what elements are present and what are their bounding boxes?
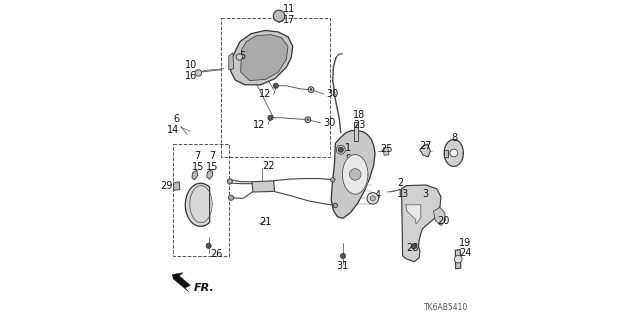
Polygon shape (420, 144, 430, 157)
Polygon shape (241, 35, 288, 81)
Polygon shape (173, 182, 180, 190)
Text: 25: 25 (380, 144, 393, 154)
Circle shape (454, 255, 462, 263)
Text: 5: 5 (239, 51, 246, 61)
Text: 8: 8 (451, 132, 458, 143)
Circle shape (206, 243, 211, 248)
Bar (173, 144, 229, 256)
Circle shape (307, 118, 309, 121)
Circle shape (349, 169, 361, 180)
Text: 29: 29 (160, 180, 172, 191)
Polygon shape (406, 205, 421, 224)
Polygon shape (342, 155, 368, 194)
Circle shape (333, 203, 338, 208)
Polygon shape (402, 185, 441, 262)
Text: 3: 3 (422, 188, 429, 199)
Text: 30: 30 (326, 89, 339, 100)
Circle shape (273, 10, 285, 22)
Text: 10
16: 10 16 (184, 60, 197, 81)
Text: 27: 27 (419, 140, 432, 151)
Text: 22: 22 (262, 161, 275, 172)
Polygon shape (229, 53, 234, 70)
Text: 26: 26 (210, 249, 222, 260)
Circle shape (227, 179, 232, 184)
Polygon shape (192, 170, 198, 180)
Polygon shape (230, 30, 292, 85)
Text: 7
15: 7 15 (191, 151, 204, 172)
Text: 28: 28 (406, 243, 419, 253)
Circle shape (338, 147, 343, 152)
Polygon shape (456, 250, 461, 269)
Circle shape (450, 149, 458, 157)
Polygon shape (332, 131, 375, 218)
Text: 21: 21 (259, 217, 271, 228)
Circle shape (340, 253, 346, 259)
Polygon shape (172, 273, 191, 292)
Polygon shape (276, 16, 283, 22)
Text: 18
23: 18 23 (353, 109, 365, 131)
Polygon shape (252, 181, 275, 192)
Text: 7
15: 7 15 (205, 151, 218, 172)
Text: 19
24: 19 24 (460, 237, 472, 259)
Polygon shape (444, 140, 463, 166)
Text: 30: 30 (323, 118, 335, 128)
Circle shape (310, 88, 312, 91)
Circle shape (228, 195, 234, 200)
Circle shape (370, 196, 375, 201)
Circle shape (195, 70, 202, 76)
Circle shape (268, 115, 273, 120)
Polygon shape (354, 122, 358, 141)
Polygon shape (434, 207, 445, 226)
Text: 6
14: 6 14 (167, 114, 179, 135)
Text: 20: 20 (437, 216, 449, 226)
Text: 2
13: 2 13 (397, 178, 409, 199)
Text: 31: 31 (336, 260, 349, 271)
Circle shape (273, 83, 278, 88)
Text: 1
9: 1 9 (345, 143, 351, 164)
Circle shape (367, 193, 379, 204)
Text: FR.: FR. (193, 283, 214, 293)
Polygon shape (444, 150, 448, 157)
Polygon shape (383, 147, 388, 155)
Text: TK6AB5410: TK6AB5410 (424, 303, 468, 312)
Text: 12: 12 (253, 120, 266, 130)
Polygon shape (186, 183, 210, 226)
Text: 11
17: 11 17 (283, 4, 296, 25)
Circle shape (236, 54, 243, 60)
Bar (221, 18, 330, 157)
Circle shape (305, 117, 311, 123)
Circle shape (330, 178, 335, 182)
Polygon shape (207, 170, 212, 179)
Text: 12: 12 (259, 89, 271, 100)
Circle shape (412, 244, 417, 249)
Text: 4: 4 (375, 189, 381, 200)
Circle shape (308, 87, 314, 92)
